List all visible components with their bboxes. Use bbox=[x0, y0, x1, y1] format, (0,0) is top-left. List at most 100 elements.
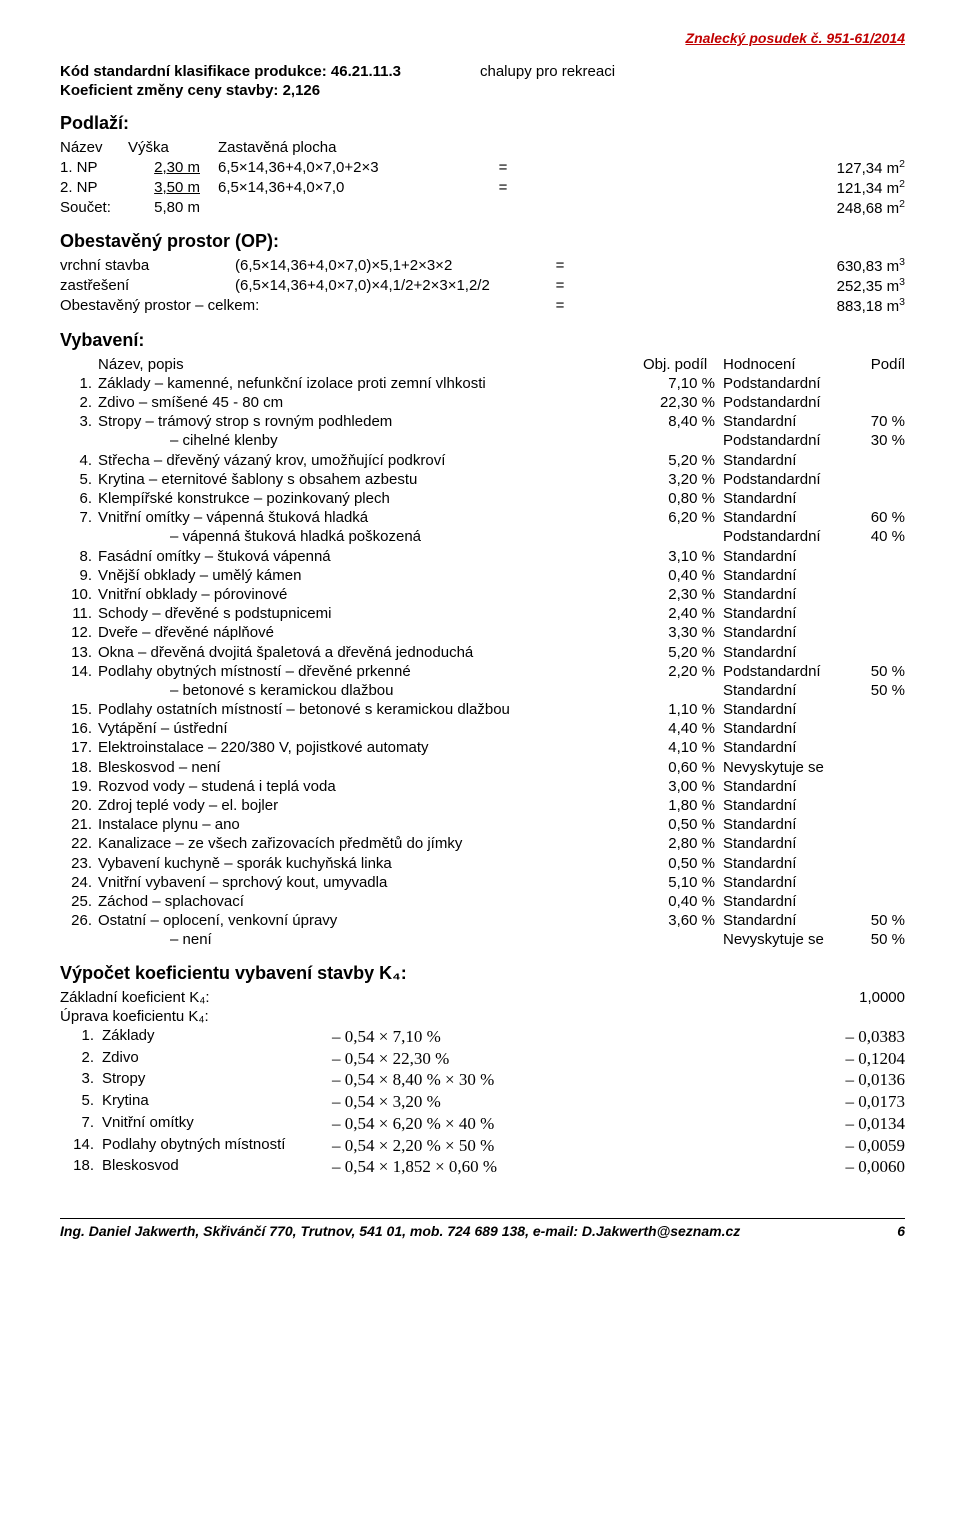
vy-row: 10.Vnitřní obklady – pórovinové2,30 %Sta… bbox=[60, 585, 905, 604]
vy-text: Klempířské konstrukce – pozinkovaný plec… bbox=[98, 489, 643, 508]
vy-text: Instalace plynu – ano bbox=[98, 815, 643, 834]
vy-share: 50 % bbox=[855, 930, 905, 949]
vy-text: Rozvod vody – studená i teplá voda bbox=[98, 777, 643, 796]
vy-text: Dveře – dřevěné náplňové bbox=[98, 623, 643, 642]
vy-eval: Standardní bbox=[723, 547, 855, 566]
k4-formula: – 0,54 × 7,10 % bbox=[332, 1026, 672, 1048]
vy-row: 3.Stropy – trámový strop s rovným podhle… bbox=[60, 412, 905, 431]
k4-num: 14. bbox=[60, 1135, 102, 1157]
vy-text: Vnitřní omítky – vápenná štuková hladká bbox=[98, 508, 643, 527]
vy-num: 6. bbox=[60, 489, 98, 508]
k4-text: Podlahy obytných místností bbox=[102, 1135, 332, 1157]
vy-row: 5.Krytina – eternitové šablony s obsahem… bbox=[60, 470, 905, 489]
vy-eval: Standardní bbox=[723, 566, 855, 585]
vy-text: Střecha – dřevěný vázaný krov, umožňujíc… bbox=[98, 451, 643, 470]
vy-pct bbox=[643, 527, 723, 546]
vy-num: 21. bbox=[60, 815, 98, 834]
vy-row: 17.Elektroinstalace – 220/380 V, pojistk… bbox=[60, 738, 905, 757]
vy-pct: 0,40 % bbox=[643, 566, 723, 585]
vy-num: 24. bbox=[60, 873, 98, 892]
vy-share bbox=[855, 623, 905, 642]
k4-text: Základy bbox=[102, 1026, 332, 1048]
k4-base: Základní koeficient K₄: 1,0000 bbox=[60, 988, 905, 1007]
k4-val: – 0,0060 bbox=[672, 1156, 905, 1178]
ob-val: 630,83 m3 bbox=[575, 256, 905, 276]
vy-pct: 22,30 % bbox=[643, 393, 723, 412]
vy-row: 11.Schody – dřevěné s podstupnicemi2,40 … bbox=[60, 604, 905, 623]
vy-num: 13. bbox=[60, 643, 98, 662]
k4-row: 5.Krytina– 0,54 × 3,20 %– 0,0173 bbox=[60, 1091, 905, 1113]
floor-sum-h: 5,80 m bbox=[128, 198, 218, 218]
vy-pct: 0,50 % bbox=[643, 815, 723, 834]
floor-sum-label: Součet: bbox=[60, 198, 128, 218]
k4-row: 3.Stropy– 0,54 × 8,40 % × 30 %– 0,0136 bbox=[60, 1069, 905, 1091]
vy-eval: Standardní bbox=[723, 892, 855, 911]
k4-adj-label: Úprava koeficientu K₄: bbox=[60, 1007, 905, 1026]
vy-num bbox=[60, 681, 98, 700]
floor-sum-val: 248,68 m2 bbox=[518, 198, 905, 218]
section-k4: Výpočet koeficientu vybavení stavby K₄: bbox=[60, 962, 905, 985]
floor-eq: = bbox=[488, 178, 518, 198]
vy-text: Bleskosvod – není bbox=[98, 758, 643, 777]
vy-eval: Standardní bbox=[723, 834, 855, 853]
vy-text: Podlahy obytných místností – dřevěné prk… bbox=[98, 662, 643, 681]
vy-num: 26. bbox=[60, 911, 98, 930]
k4-text: Stropy bbox=[102, 1069, 332, 1091]
vy-eval: Nevyskytuje se bbox=[723, 758, 855, 777]
vy-row: 18.Bleskosvod – není0,60 %Nevyskytuje se bbox=[60, 758, 905, 777]
vy-num: 9. bbox=[60, 566, 98, 585]
vy-row: 24.Vnitřní vybavení – sprchový kout, umy… bbox=[60, 873, 905, 892]
vy-pct: 7,10 % bbox=[643, 374, 723, 393]
vy-share: 50 % bbox=[855, 681, 905, 700]
vy-num: 12. bbox=[60, 623, 98, 642]
vy-pct: 0,60 % bbox=[643, 758, 723, 777]
vy-row: 2.Zdivo – smíšené 45 - 80 cm22,30 %Podst… bbox=[60, 393, 905, 412]
vy-share: 50 % bbox=[855, 911, 905, 930]
vy-share bbox=[855, 374, 905, 393]
vy-text: Kanalizace – ze všech zařizovacích předm… bbox=[98, 834, 643, 853]
k4-formula: – 0,54 × 6,20 % × 40 % bbox=[332, 1113, 672, 1135]
vy-eval: Standardní bbox=[723, 412, 855, 431]
vy-eval: Standardní bbox=[723, 604, 855, 623]
vy-text: Stropy – trámový strop s rovným podhlede… bbox=[98, 412, 643, 431]
vy-share bbox=[855, 719, 905, 738]
k4-val: – 0,0134 bbox=[672, 1113, 905, 1135]
floor-row: 2. NP3,50 m6,5×14,36+4,0×7,0=121,34 m2 bbox=[60, 178, 905, 198]
vy-row: 7.Vnitřní omítky – vápenná štuková hladk… bbox=[60, 508, 905, 527]
vy-row: – betonové s keramickou dlažbouStandardn… bbox=[60, 681, 905, 700]
section-podlazi: Podlaží: bbox=[60, 112, 905, 135]
k4-num: 2. bbox=[60, 1048, 102, 1070]
vy-row: 26.Ostatní – oplocení, venkovní úpravy3,… bbox=[60, 911, 905, 930]
vy-eval: Standardní bbox=[723, 854, 855, 873]
k4-text: Bleskosvod bbox=[102, 1156, 332, 1178]
vy-head-eval: Hodnocení bbox=[723, 355, 855, 374]
vy-head-pct: Obj. podíl bbox=[643, 355, 723, 374]
floor-head-name: Název bbox=[60, 138, 128, 157]
vy-num: 7. bbox=[60, 508, 98, 527]
vy-head-name: Název, popis bbox=[98, 355, 643, 374]
vy-share: 60 % bbox=[855, 508, 905, 527]
vy-num: 2. bbox=[60, 393, 98, 412]
vy-share bbox=[855, 566, 905, 585]
vy-share bbox=[855, 643, 905, 662]
vy-pct: 1,80 % bbox=[643, 796, 723, 815]
k4-text: Zdivo bbox=[102, 1048, 332, 1070]
vy-eval: Standardní bbox=[723, 911, 855, 930]
vy-text: Zdroj teplé vody – el. bojler bbox=[98, 796, 643, 815]
ob-total-eq: = bbox=[545, 296, 575, 316]
vy-num: 19. bbox=[60, 777, 98, 796]
vy-head: Název, popis Obj. podíl Hodnocení Podíl bbox=[60, 355, 905, 374]
vy-row: 4.Střecha – dřevěný vázaný krov, umožňuj… bbox=[60, 451, 905, 470]
doc-header: Znalecký posudek č. 951-61/2014 bbox=[60, 30, 905, 48]
vy-pct: 0,40 % bbox=[643, 892, 723, 911]
vy-num: 8. bbox=[60, 547, 98, 566]
k4-val: – 0,0059 bbox=[672, 1135, 905, 1157]
vy-text: Ostatní – oplocení, venkovní úpravy bbox=[98, 911, 643, 930]
vy-num: 16. bbox=[60, 719, 98, 738]
vy-share bbox=[855, 738, 905, 757]
ob-total-val: 883,18 m3 bbox=[575, 296, 905, 316]
ob-row: vrchní stavba(6,5×14,36+4,0×7,0)×5,1+2×3… bbox=[60, 256, 905, 276]
vy-head-share: Podíl bbox=[855, 355, 905, 374]
vy-pct: 6,20 % bbox=[643, 508, 723, 527]
vy-text: Schody – dřevěné s podstupnicemi bbox=[98, 604, 643, 623]
